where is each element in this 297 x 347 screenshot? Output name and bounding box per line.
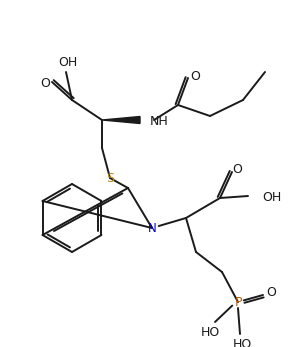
Text: O: O bbox=[232, 162, 242, 176]
Text: HO: HO bbox=[200, 325, 219, 339]
Text: O: O bbox=[266, 287, 276, 299]
Text: NH: NH bbox=[150, 115, 169, 127]
Text: OH: OH bbox=[262, 191, 281, 203]
Text: S: S bbox=[106, 171, 114, 185]
Text: O: O bbox=[190, 69, 200, 83]
Text: HO: HO bbox=[232, 338, 252, 347]
Text: P: P bbox=[234, 296, 242, 308]
Text: N: N bbox=[148, 221, 157, 235]
Text: OH: OH bbox=[59, 56, 78, 68]
Text: O: O bbox=[40, 76, 50, 90]
Polygon shape bbox=[102, 117, 140, 124]
